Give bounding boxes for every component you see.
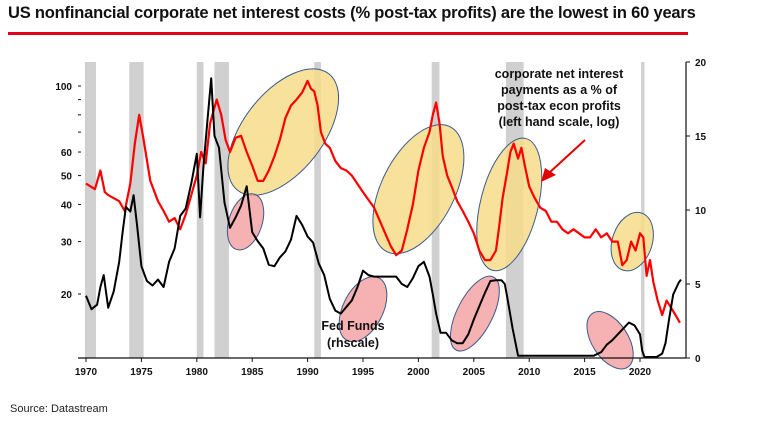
annotation-fedfunds-line-1: Fed Funds (321, 319, 384, 333)
annotation-arrow (548, 139, 586, 174)
annotation-arrowhead (541, 168, 556, 182)
left-tick-label-50: 50 (61, 172, 73, 183)
right-tick-label-5: 5 (695, 280, 701, 291)
left-tick-label-30: 30 (61, 238, 73, 249)
right-axis-ticks: 0 5 10 15 20 (686, 58, 707, 365)
title-underline (8, 32, 688, 35)
x-tick-label-1970: 1970 (75, 367, 98, 378)
highlight-ellipse-6 (449, 275, 500, 352)
series-line-fed-funds (85, 77, 682, 358)
annotation-interest-line-3: post-tax econ profits (497, 99, 621, 113)
left-tick-label-60: 60 (61, 148, 73, 159)
x-tick-label-2000: 2000 (407, 367, 430, 378)
x-tick-label-2015: 2015 (573, 367, 596, 378)
right-tick-label-15: 15 (695, 132, 707, 143)
recession-band-4 (314, 62, 321, 358)
highlight-ellipse-0 (227, 68, 340, 196)
annotation-fedfunds-line-2: (rhscale) (327, 336, 379, 350)
annotation-interest-line-4: (left hand scale, log) (499, 115, 620, 129)
highlight-ellipse-1 (372, 124, 465, 255)
x-tick-label-1985: 1985 (241, 367, 264, 378)
x-tick-label-2010: 2010 (518, 367, 541, 378)
right-tick-label-20: 20 (695, 58, 707, 69)
x-tick-label-1980: 1980 (186, 367, 209, 378)
recession-band-0 (84, 62, 96, 358)
x-tick-label-1990: 1990 (296, 367, 319, 378)
recession-band-1 (129, 62, 144, 358)
left-tick-label-100: 100 (55, 82, 72, 93)
x-tick-label-1975: 1975 (130, 367, 153, 378)
x-axis-ticks: 1970 1975 1980 1985 1990 1995 2000 2005 2010 2015… (75, 358, 652, 378)
right-tick-label-0: 0 (695, 354, 701, 365)
right-tick-label-10: 10 (695, 206, 707, 217)
recession-band-7 (641, 62, 645, 358)
page-title: US nonfinancial corporate net interest c… (8, 4, 696, 22)
x-tick-label-1995: 1995 (352, 367, 375, 378)
x-tick-label-2005: 2005 (463, 367, 486, 378)
annotation-interest-line-2: payments as a % of (501, 83, 618, 97)
source-note: Source: Datastream (10, 403, 108, 415)
highlight-ellipse-7 (586, 311, 634, 370)
left-axis-ticks: 20 30 40 50 60 100 (55, 82, 81, 301)
left-tick-label-40: 40 (61, 200, 73, 211)
left-tick-label-20: 20 (61, 290, 73, 301)
highlight-ellipse-5 (338, 276, 388, 343)
x-tick-label-2020: 2020 (629, 367, 652, 378)
annotation-interest-line-1: corporate net interest (495, 67, 624, 81)
